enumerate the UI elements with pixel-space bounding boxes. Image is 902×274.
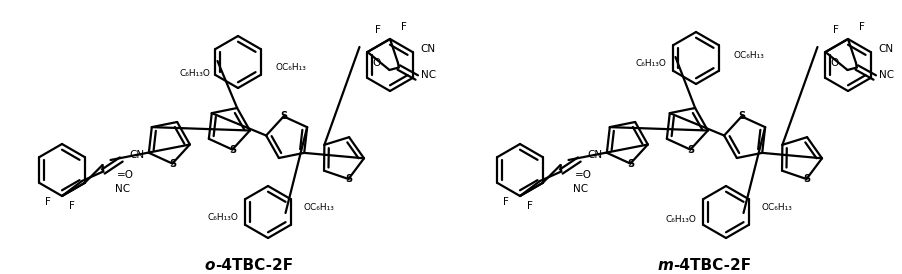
Text: C₆H₁₃O: C₆H₁₃O	[179, 70, 210, 78]
Text: CN: CN	[420, 44, 436, 55]
Text: OC₆H₁₃: OC₆H₁₃	[733, 52, 764, 61]
Text: C₆H₁₃O: C₆H₁₃O	[207, 213, 238, 221]
Text: O: O	[373, 58, 381, 67]
Text: NC: NC	[878, 70, 893, 81]
Text: OC₆H₁₃: OC₆H₁₃	[304, 202, 335, 212]
Text: CN: CN	[129, 150, 144, 161]
Text: S: S	[802, 174, 809, 184]
Text: C₆H₁₃O: C₆H₁₃O	[634, 59, 666, 67]
Text: C₆H₁₃O: C₆H₁₃O	[665, 215, 695, 224]
Text: =O: =O	[117, 170, 134, 181]
Text: S: S	[280, 112, 287, 121]
Text: F: F	[527, 201, 532, 211]
Text: OC₆H₁₃: OC₆H₁₃	[761, 202, 792, 212]
Text: -4TBC-2F: -4TBC-2F	[672, 258, 750, 273]
Text: S: S	[686, 145, 693, 155]
Text: F: F	[502, 197, 509, 207]
Text: F: F	[858, 22, 864, 32]
Text: S: S	[626, 159, 633, 169]
Text: F: F	[833, 25, 838, 35]
Text: CN: CN	[878, 44, 893, 55]
Text: -4TBC-2F: -4TBC-2F	[215, 258, 293, 273]
Text: NC: NC	[573, 184, 588, 195]
Text: m: m	[657, 258, 672, 273]
Text: F: F	[400, 22, 407, 32]
Text: NC: NC	[115, 184, 130, 195]
Text: F: F	[374, 25, 381, 35]
Text: NC: NC	[420, 70, 436, 81]
Text: S: S	[737, 112, 744, 121]
Text: F: F	[69, 201, 75, 211]
Text: S: S	[345, 174, 352, 184]
Text: S: S	[169, 159, 176, 169]
Text: O: O	[830, 58, 838, 67]
Text: F: F	[45, 197, 51, 207]
Text: o: o	[204, 258, 215, 273]
Text: =O: =O	[575, 170, 592, 181]
Text: OC₆H₁₃: OC₆H₁₃	[276, 62, 307, 72]
Text: S: S	[228, 145, 235, 155]
Text: CN: CN	[586, 150, 602, 161]
